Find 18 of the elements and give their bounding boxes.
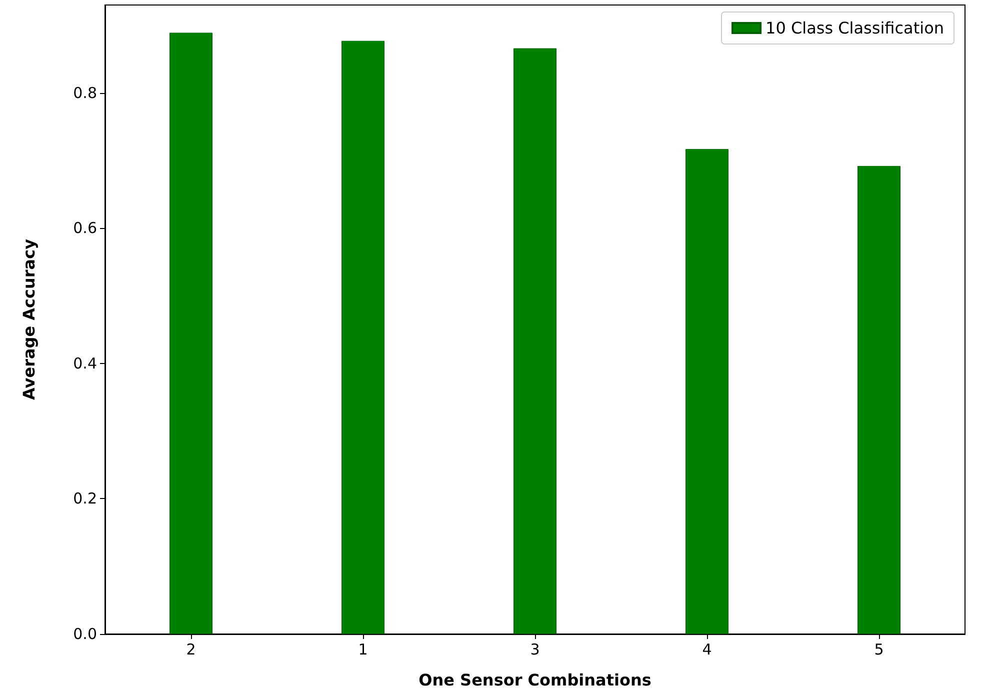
y-tick-label: 0.4 xyxy=(73,354,97,372)
bar xyxy=(170,32,212,634)
x-tick-label: 1 xyxy=(358,640,368,658)
y-tick-label: 0.0 xyxy=(73,625,97,643)
x-axis-title: One Sensor Combinations xyxy=(418,670,652,690)
bar xyxy=(514,48,556,634)
x-tick-label: 2 xyxy=(186,640,196,658)
y-tick-label: 0.6 xyxy=(73,219,97,238)
legend-label: 10 Class Classification xyxy=(766,18,944,38)
x-tick-label: 4 xyxy=(702,640,712,658)
bar xyxy=(686,149,728,634)
x-tick-label: 3 xyxy=(530,640,540,658)
x-tick-label: 5 xyxy=(874,640,884,658)
y-axis-title: Average Accuracy xyxy=(20,238,38,400)
bar xyxy=(858,166,900,634)
y-tick-label: 0.2 xyxy=(73,490,97,508)
bar xyxy=(342,40,384,634)
y-tick-label: 0.8 xyxy=(73,84,97,102)
